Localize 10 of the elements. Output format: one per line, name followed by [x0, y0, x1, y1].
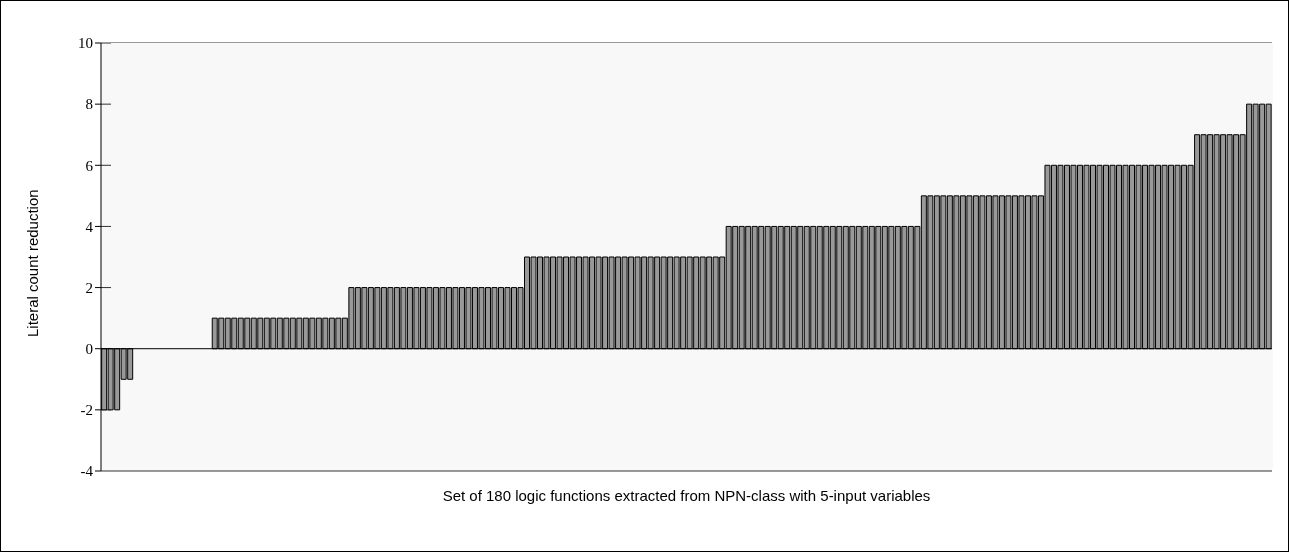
y-tick-label: 4	[85, 218, 94, 235]
y-tick-label: 10	[78, 35, 93, 52]
y-tick-label: 6	[85, 157, 94, 174]
y-tick-label: 2	[85, 279, 93, 296]
y-tick-label: -2	[80, 402, 93, 419]
y-tick-label: 8	[85, 96, 93, 113]
y-tick-label: -4	[80, 463, 94, 480]
y-axis-title: Literal count reduction	[24, 189, 42, 337]
y-tick-label: 0	[85, 341, 93, 358]
x-axis-title: Set of 180 logic functions extracted from NPN-class with 5-input variables	[442, 487, 931, 504]
